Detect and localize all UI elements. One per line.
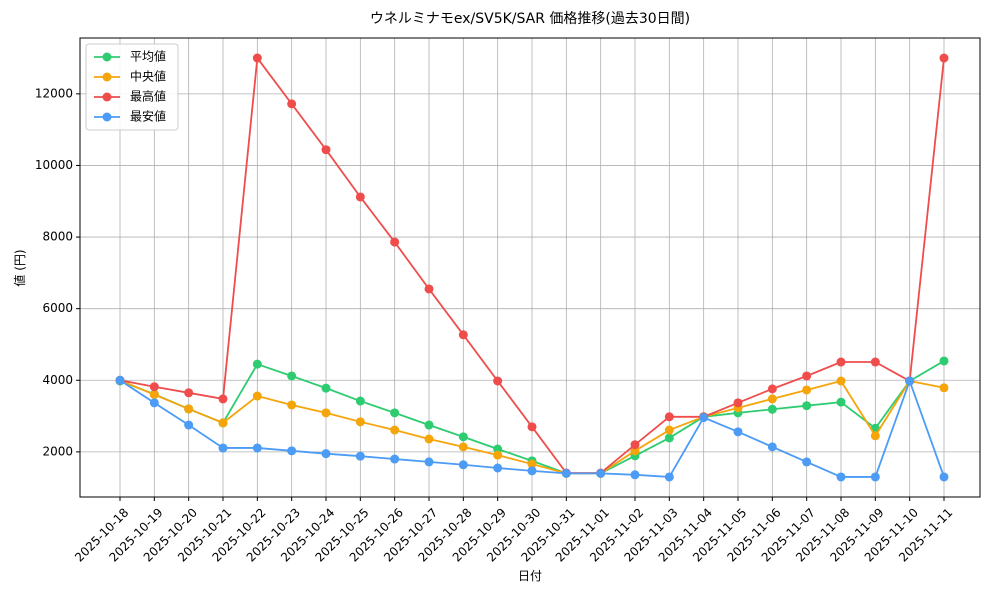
data-point — [115, 375, 125, 385]
data-point — [802, 385, 812, 395]
data-point — [424, 284, 434, 294]
data-point — [287, 371, 297, 381]
y-tick-label: 2000 — [42, 444, 73, 458]
data-point — [252, 391, 262, 401]
data-point — [836, 397, 846, 407]
data-point — [184, 388, 194, 398]
data-point — [767, 404, 777, 414]
data-point — [149, 398, 159, 408]
data-point — [424, 457, 434, 467]
data-point — [493, 376, 503, 386]
y-tick-label: 8000 — [42, 230, 73, 244]
data-point — [458, 330, 468, 340]
data-point — [390, 425, 400, 435]
data-point — [287, 446, 297, 456]
data-point — [939, 53, 949, 63]
data-point — [424, 420, 434, 430]
data-point — [321, 383, 331, 393]
data-point — [664, 472, 674, 482]
data-point — [939, 356, 949, 366]
data-point — [355, 451, 365, 461]
legend-label: 最高値 — [130, 89, 166, 104]
data-point — [767, 384, 777, 394]
data-point — [149, 382, 159, 392]
data-point — [905, 376, 915, 386]
data-point — [870, 357, 880, 367]
data-point — [458, 442, 468, 452]
legend-marker — [102, 72, 112, 82]
data-point — [939, 383, 949, 393]
legend-label: 最安値 — [130, 109, 166, 124]
data-point — [596, 468, 606, 478]
data-point — [218, 443, 228, 453]
data-point — [939, 472, 949, 482]
data-point — [630, 440, 640, 450]
data-point — [870, 472, 880, 482]
legend-marker — [102, 52, 112, 62]
data-point — [218, 418, 228, 428]
y-tick-label: 12000 — [35, 86, 73, 100]
data-point — [527, 466, 537, 476]
data-point — [664, 433, 674, 443]
data-point — [767, 394, 777, 404]
data-point — [390, 237, 400, 247]
plot-frame — [79, 37, 981, 498]
data-point — [252, 359, 262, 369]
data-point — [355, 396, 365, 406]
data-point — [733, 427, 743, 437]
chart-title: ウネルミナモex/SV5K/SAR 価格推移(過去30日間) — [370, 11, 690, 27]
y-axis-label: 値 (円) — [12, 249, 27, 286]
data-point — [802, 457, 812, 467]
data-point — [149, 390, 159, 400]
data-point — [836, 376, 846, 386]
y-tick-label: 4000 — [42, 373, 73, 387]
data-point — [184, 420, 194, 430]
y-tick-label: 6000 — [42, 301, 73, 315]
data-point — [390, 408, 400, 418]
data-point — [527, 422, 537, 432]
data-point — [321, 145, 331, 155]
data-point — [458, 432, 468, 442]
data-point — [321, 449, 331, 459]
legend-marker — [102, 112, 112, 122]
data-point — [767, 442, 777, 452]
data-point — [802, 401, 812, 411]
data-point — [355, 192, 365, 202]
data-point — [252, 443, 262, 453]
data-point — [630, 470, 640, 480]
legend-label: 平均値 — [130, 49, 166, 64]
data-point — [802, 371, 812, 381]
y-tick-label: 10000 — [35, 158, 73, 172]
data-point — [287, 400, 297, 410]
data-point — [664, 412, 674, 422]
data-point — [355, 417, 365, 427]
data-point — [458, 460, 468, 470]
data-point — [836, 357, 846, 367]
data-point — [321, 408, 331, 418]
legend-marker — [102, 92, 112, 102]
data-point — [733, 398, 743, 408]
x-axis-label: 日付 — [518, 569, 542, 583]
data-point — [218, 394, 228, 404]
legend-label: 中央値 — [130, 69, 166, 84]
data-point — [493, 463, 503, 473]
legend-box — [85, 43, 179, 131]
data-point — [699, 413, 709, 423]
data-point — [184, 404, 194, 414]
data-point — [424, 434, 434, 444]
data-point — [287, 99, 297, 109]
data-point — [493, 450, 503, 460]
data-point — [561, 468, 571, 478]
data-point — [390, 454, 400, 464]
data-point — [870, 431, 880, 441]
data-point — [664, 425, 674, 435]
data-point — [252, 53, 262, 63]
data-point — [527, 459, 537, 469]
data-point — [836, 472, 846, 482]
